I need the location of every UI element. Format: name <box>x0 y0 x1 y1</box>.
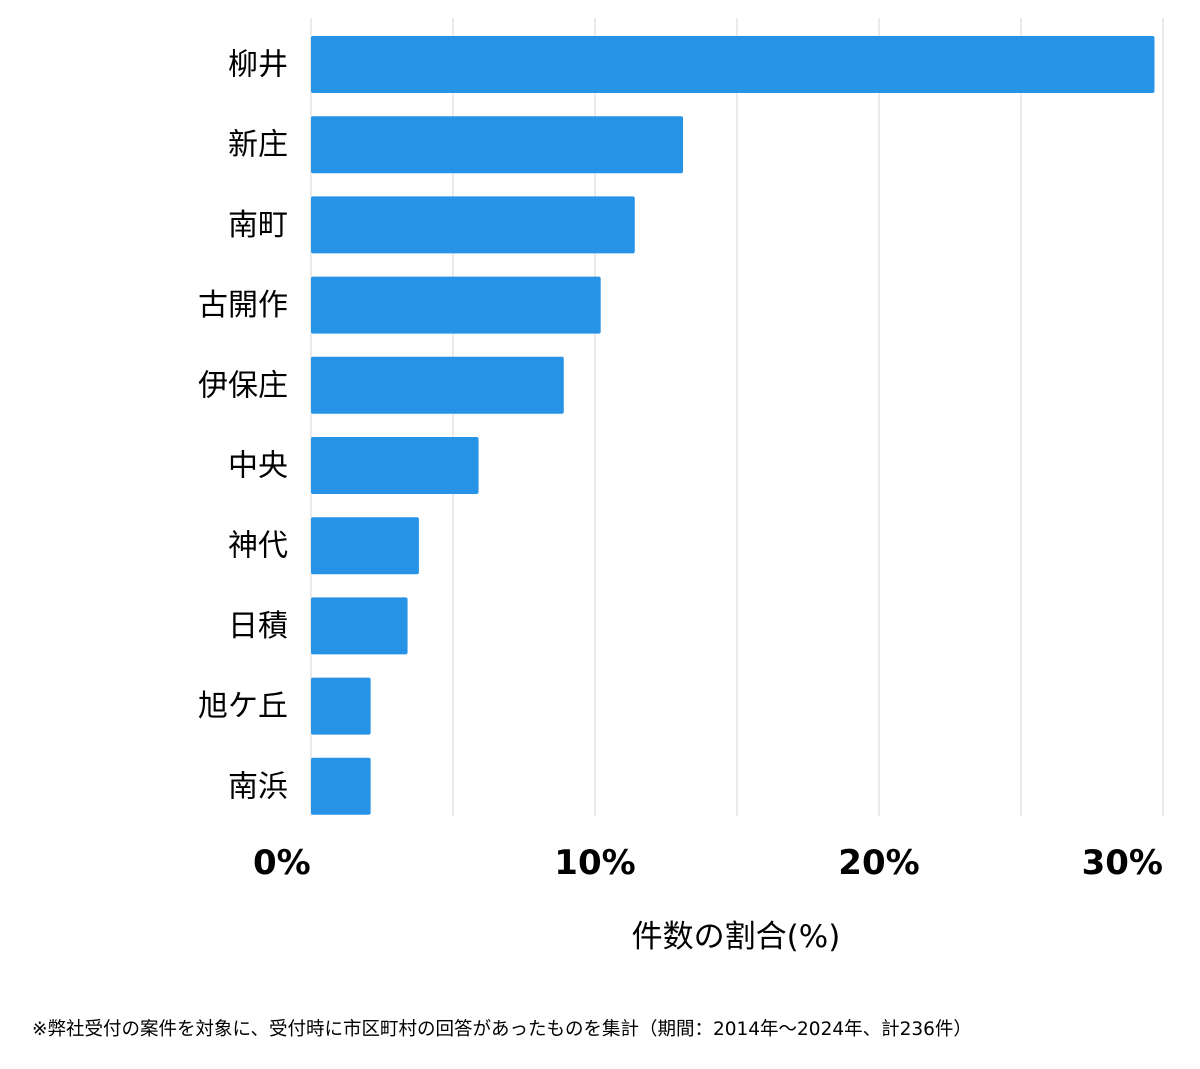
category-label: 中央 <box>228 449 288 484</box>
x-tick-label: 0% <box>253 843 311 883</box>
category-label: 伊保庄 <box>198 368 288 403</box>
bar <box>311 196 635 254</box>
x-tick-label: 30% <box>1082 843 1163 883</box>
category-label: 新庄 <box>228 128 288 163</box>
category-label: 古開作 <box>198 288 288 323</box>
category-label: 神代 <box>228 529 288 564</box>
bar <box>311 517 419 575</box>
bar <box>311 757 371 815</box>
x-axis-title: 件数の割合(%) <box>632 919 841 955</box>
x-tick-label: 10% <box>554 843 635 883</box>
bar <box>311 597 408 655</box>
category-label: 南浜 <box>228 769 288 804</box>
bar <box>311 116 684 174</box>
bar <box>311 437 479 494</box>
x-tick-label: 20% <box>838 843 919 883</box>
bars <box>311 36 1155 815</box>
bar <box>311 356 564 414</box>
bar <box>311 36 1155 93</box>
x-tick-labels: 0% 10% 20% 30% <box>253 843 1163 883</box>
category-label: 日積 <box>228 609 288 644</box>
category-label: 南町 <box>228 208 288 243</box>
category-label: 柳井 <box>228 48 288 83</box>
category-label: 旭ケ丘 <box>198 689 288 724</box>
footnote: ※弊社受付の案件を対象に、受付時に市区町村の回答があったものを集計（期間：201… <box>32 1019 972 1040</box>
bar <box>311 276 601 334</box>
bar <box>311 677 371 735</box>
